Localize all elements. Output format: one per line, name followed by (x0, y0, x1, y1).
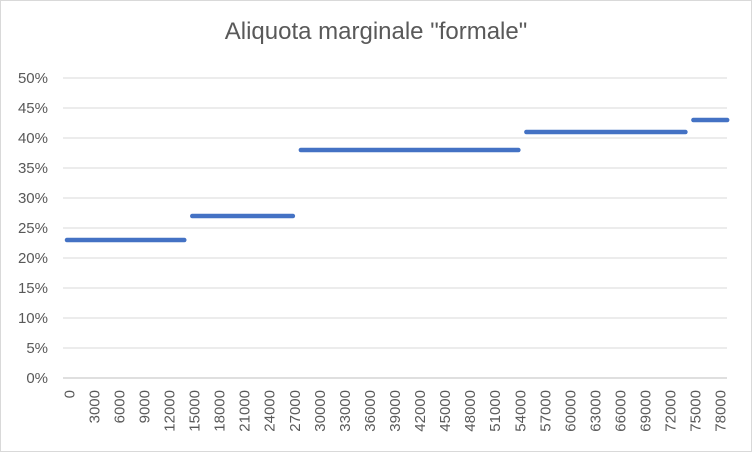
y-tick-label: 40% (18, 130, 48, 147)
x-tick-label: 39000 (387, 390, 404, 432)
y-tick-label: 10% (18, 310, 48, 327)
x-tick-label: 42000 (412, 390, 429, 432)
x-tick-label: 72000 (663, 390, 680, 432)
y-axis-labels: 0% 5% 10% 15% 20% 25% 30% 35% 40% 45% 50% (18, 70, 48, 387)
y-tick-label: 25% (18, 220, 48, 237)
x-tick-label: 78000 (713, 390, 730, 432)
x-tick-label: 24000 (262, 390, 279, 432)
x-tick-label: 18000 (212, 390, 229, 432)
x-tick-label: 51000 (487, 390, 504, 432)
x-tick-label: 36000 (362, 390, 379, 432)
y-tick-label: 35% (18, 160, 48, 177)
y-tick-label: 0% (26, 370, 48, 387)
x-tick-label: 45000 (437, 390, 454, 432)
chart-title: Aliquota marginale "formale" (224, 18, 528, 45)
x-axis-labels: 0 3000 6000 9000 12000 15000 18000 21000 24000 27… (61, 390, 729, 432)
x-tick-label: 75000 (688, 390, 705, 432)
x-tick-label: 57000 (537, 390, 554, 432)
y-tick-label: 30% (18, 190, 48, 207)
x-tick-label: 48000 (462, 390, 479, 432)
x-tick-label: 30000 (312, 390, 329, 432)
x-tick-label: 63000 (587, 390, 604, 432)
gridlines (63, 77, 727, 349)
x-tick-label: 21000 (237, 390, 254, 432)
y-tick-label: 15% (18, 280, 48, 297)
x-tick-label: 9000 (136, 390, 153, 423)
y-tick-label: 5% (26, 340, 48, 357)
x-tick-label: 27000 (287, 390, 304, 432)
x-tick-label: 0 (61, 390, 78, 398)
x-tick-label: 33000 (337, 390, 354, 432)
x-tick-label: 54000 (512, 390, 529, 432)
x-tick-label: 3000 (86, 390, 103, 423)
x-tick-label: 6000 (111, 390, 128, 423)
series-marginal-rate (64, 117, 730, 243)
x-tick-label: 60000 (562, 390, 579, 432)
x-tick-label: 15000 (187, 390, 204, 432)
x-tick-label: 66000 (613, 390, 630, 432)
y-tick-label: 50% (18, 70, 48, 87)
y-tick-label: 45% (18, 100, 48, 117)
x-tick-label: 69000 (638, 390, 655, 432)
x-tick-label: 12000 (161, 390, 178, 432)
y-tick-label: 20% (18, 250, 48, 267)
